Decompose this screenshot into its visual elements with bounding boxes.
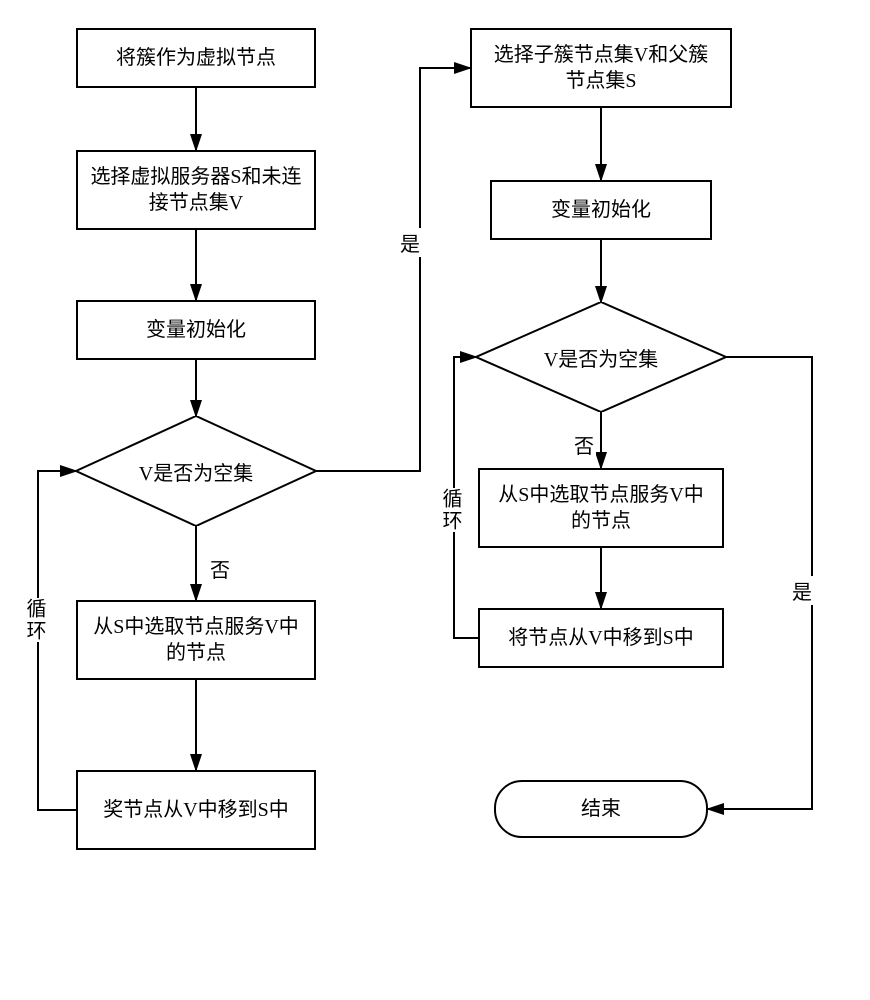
- terminal-end: 结束: [494, 780, 708, 838]
- node-cluster-virtual: 将簇作为虚拟节点: [76, 28, 316, 88]
- edge-label: 是: [398, 228, 422, 257]
- node-text: 从S中选取节点服务V中的节点: [90, 614, 302, 666]
- decision-v-empty-left: V是否为空集: [76, 416, 316, 526]
- edge-label: 否: [208, 554, 232, 583]
- node-text: 奖节点从V中移到S中: [103, 797, 289, 823]
- node-text: 将簇作为虚拟节点: [116, 45, 276, 71]
- node-move-v-to-s-left: 奖节点从V中移到S中: [76, 770, 316, 850]
- node-text: 选择虚拟服务器S和未连接节点集V: [90, 164, 302, 216]
- node-select-virtual-server: 选择虚拟服务器S和未连接节点集V: [76, 150, 316, 230]
- node-select-from-s-left: 从S中选取节点服务V中的节点: [76, 600, 316, 680]
- node-text: 选择子簇节点集V和父簇节点集S: [484, 42, 718, 94]
- node-init-vars-right: 变量初始化: [490, 180, 712, 240]
- edge-label: 循环: [434, 488, 467, 532]
- decision-v-empty-right: V是否为空集: [476, 302, 726, 412]
- node-select-from-s-right: 从S中选取节点服务V中的节点: [478, 468, 724, 548]
- node-text: 从S中选取节点服务V中的节点: [492, 482, 710, 534]
- edge-label: 是: [790, 576, 814, 605]
- node-text: V是否为空集: [544, 343, 658, 372]
- node-move-v-to-s-right: 将节点从V中移到S中: [478, 608, 724, 668]
- flowchart-container: 将簇作为虚拟节点 选择虚拟服务器S和未连接节点集V 变量初始化 V是否为空集 从…: [0, 0, 870, 1000]
- node-init-vars-left: 变量初始化: [76, 300, 316, 360]
- node-text: 结束: [581, 796, 621, 822]
- node-text: 变量初始化: [146, 317, 246, 343]
- edge-label: 否: [572, 430, 596, 459]
- node-text: V是否为空集: [139, 457, 253, 486]
- edge-label: 循环: [18, 598, 51, 642]
- node-text: 变量初始化: [551, 197, 651, 223]
- node-select-subcluster: 选择子簇节点集V和父簇节点集S: [470, 28, 732, 108]
- node-text: 将节点从V中移到S中: [508, 625, 694, 651]
